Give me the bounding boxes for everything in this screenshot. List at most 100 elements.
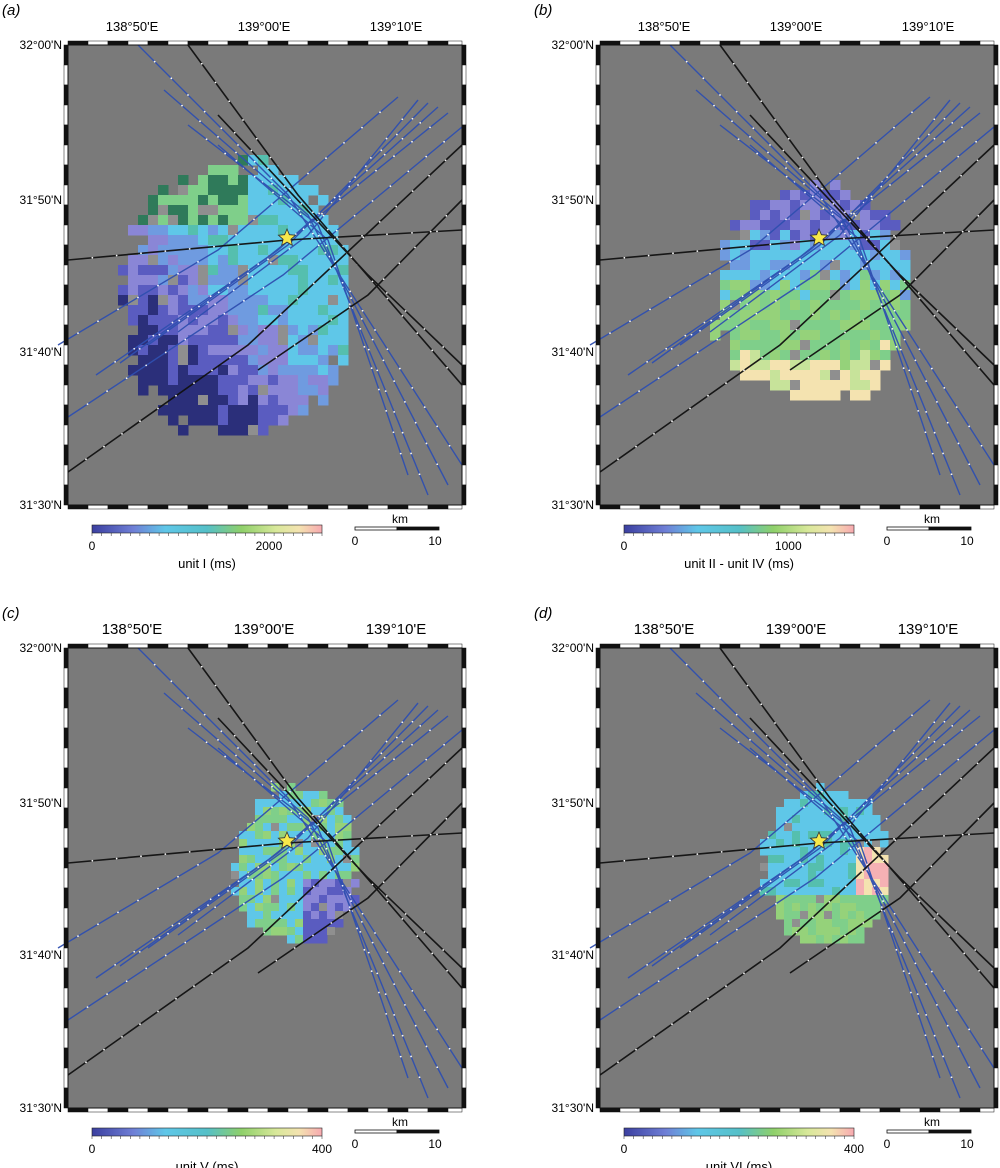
latitude-label: 32°00'N bbox=[552, 38, 594, 52]
longitude-label: 139°10'E bbox=[902, 19, 955, 34]
seismic-line-black bbox=[187, 647, 463, 989]
latitude-label: 31°40'N bbox=[552, 948, 594, 962]
star-icon bbox=[277, 227, 297, 247]
colorbar-title: unit I (ms) bbox=[178, 556, 236, 571]
colorbar-title: unit VI (ms) bbox=[706, 1159, 772, 1168]
colorbar-ramp bbox=[623, 1127, 855, 1137]
seismic-line-blue bbox=[163, 89, 449, 486]
seismic-line-blue bbox=[695, 692, 981, 1089]
longitude-label: 139°10'E bbox=[898, 621, 959, 638]
scale-bar-label: 0 bbox=[352, 1137, 359, 1151]
latitude-label: 31°30'N bbox=[20, 498, 62, 512]
scale-bar: km 0 10 bbox=[884, 1115, 974, 1151]
seismic-line-black bbox=[719, 44, 995, 386]
longitude-label: 139°00'E bbox=[238, 19, 291, 34]
latitude-label: 31°40'N bbox=[20, 345, 62, 359]
seismic-line-black bbox=[719, 647, 995, 989]
seismic-line-blue bbox=[177, 702, 419, 936]
latitude-label: 31°30'N bbox=[552, 1101, 594, 1115]
colorbar: 0 1000 unit II - unit IV (ms) bbox=[621, 524, 855, 571]
latitude-label: 31°50'N bbox=[20, 193, 62, 207]
longitude-label: 139°10'E bbox=[370, 19, 423, 34]
scale-bar: km 0 10 bbox=[884, 512, 974, 548]
survey-tracks bbox=[589, 44, 995, 496]
seismic-line-blue bbox=[67, 126, 463, 418]
panel-label: (b) bbox=[534, 2, 552, 19]
longitude-label: 138°50'E bbox=[634, 621, 695, 638]
star-icon bbox=[809, 227, 829, 247]
latitude-label: 31°50'N bbox=[552, 193, 594, 207]
seismic-line-blue bbox=[709, 99, 951, 333]
colorbar-min-label: 0 bbox=[89, 539, 96, 553]
longitude-label: 139°10'E bbox=[366, 621, 427, 638]
latitude-label: 32°00'N bbox=[20, 38, 62, 52]
scale-bar-unit: km bbox=[392, 512, 408, 526]
colorbar: 0 400 unit VI (ms) bbox=[621, 1127, 864, 1168]
seismic-line-blue bbox=[187, 727, 429, 1099]
latitude-label: 31°30'N bbox=[20, 1101, 62, 1115]
scale-bar-label: 0 bbox=[352, 534, 359, 548]
seismic-line-blue bbox=[187, 124, 429, 496]
seismic-line-blue bbox=[57, 699, 399, 949]
seismic-line-blue bbox=[599, 729, 995, 1021]
latitude-label: 31°50'N bbox=[552, 796, 594, 810]
seismic-line-blue bbox=[589, 96, 931, 346]
seismic-line-blue bbox=[599, 126, 995, 418]
seismic-line-black bbox=[67, 747, 463, 1076]
scale-bar-label: 10 bbox=[428, 1137, 442, 1151]
star-icon bbox=[809, 830, 829, 850]
seismic-line-blue bbox=[163, 692, 449, 1089]
scale-bar: km 0 10 bbox=[352, 512, 442, 548]
longitude-label: 139°00'E bbox=[766, 621, 827, 638]
seismic-line-black bbox=[599, 747, 995, 1076]
latitude-label: 32°00'N bbox=[20, 641, 62, 655]
latitude-label: 32°00'N bbox=[552, 641, 594, 655]
colorbar-title: unit V (ms) bbox=[176, 1159, 239, 1168]
seismic-line-blue bbox=[719, 124, 961, 496]
scale-bar-label: 10 bbox=[428, 534, 442, 548]
survey-tracks bbox=[57, 647, 463, 1099]
colorbar-min-label: 0 bbox=[621, 1142, 628, 1156]
seismic-line-blue bbox=[67, 729, 463, 1021]
latitude-label: 31°50'N bbox=[20, 796, 62, 810]
seismic-line-black bbox=[187, 44, 463, 386]
seismic-line-blue bbox=[177, 99, 419, 333]
colorbar-max-label: 400 bbox=[312, 1142, 332, 1156]
seismic-line-black bbox=[599, 144, 995, 473]
longitude-label: 138°50'E bbox=[106, 19, 159, 34]
scale-bar-label: 0 bbox=[884, 534, 891, 548]
seismic-line-blue bbox=[719, 727, 961, 1099]
thickness-grid bbox=[760, 783, 889, 944]
scale-bar-label: 0 bbox=[884, 1137, 891, 1151]
longitude-label: 139°00'E bbox=[234, 621, 295, 638]
colorbar-min-label: 0 bbox=[89, 1142, 96, 1156]
seismic-line-blue bbox=[695, 89, 981, 486]
scale-bar-unit: km bbox=[392, 1115, 408, 1129]
latitude-label: 31°40'N bbox=[20, 948, 62, 962]
seismic-line-blue bbox=[57, 96, 399, 346]
colorbar-title: unit II - unit IV (ms) bbox=[684, 556, 794, 571]
scale-bar-label: 10 bbox=[960, 1137, 974, 1151]
scale-bar-unit: km bbox=[924, 1115, 940, 1129]
survey-tracks bbox=[57, 44, 463, 496]
colorbar-max-label: 400 bbox=[844, 1142, 864, 1156]
seismic-line-blue bbox=[709, 702, 951, 936]
scale-bar-unit: km bbox=[924, 512, 940, 526]
colorbar-max-label: 2000 bbox=[256, 539, 283, 553]
colorbar-max-label: 1000 bbox=[775, 539, 802, 553]
map-panel-d: (d) 138°50'E 139°00'E 139°10'E 32°00'N 31°50'… bbox=[534, 605, 999, 1168]
map-panel-b: (b) 138°50'E 139°00'E 139°10'E 32°00'N 31°50'… bbox=[534, 2, 999, 571]
panel-label: (c) bbox=[2, 605, 20, 622]
latitude-label: 31°40'N bbox=[552, 345, 594, 359]
colorbar-ramp bbox=[91, 1127, 323, 1137]
colorbar: 0 400 unit V (ms) bbox=[89, 1127, 332, 1168]
latitude-label: 31°30'N bbox=[552, 498, 594, 512]
seismic-line-black bbox=[67, 144, 463, 473]
scale-bar: km 0 10 bbox=[352, 1115, 442, 1151]
map-panel-c: (c) 138°50'E 139°00'E 139°10'E 32°00'N 31°50'… bbox=[2, 605, 467, 1168]
longitude-label: 139°00'E bbox=[770, 19, 823, 34]
map-panel-a: (a) 138°50'E 139°00'E 139°10'E 32°00'N 31°50'… bbox=[2, 2, 467, 571]
scale-bar-label: 10 bbox=[960, 534, 974, 548]
colorbar-ramp bbox=[91, 524, 323, 534]
